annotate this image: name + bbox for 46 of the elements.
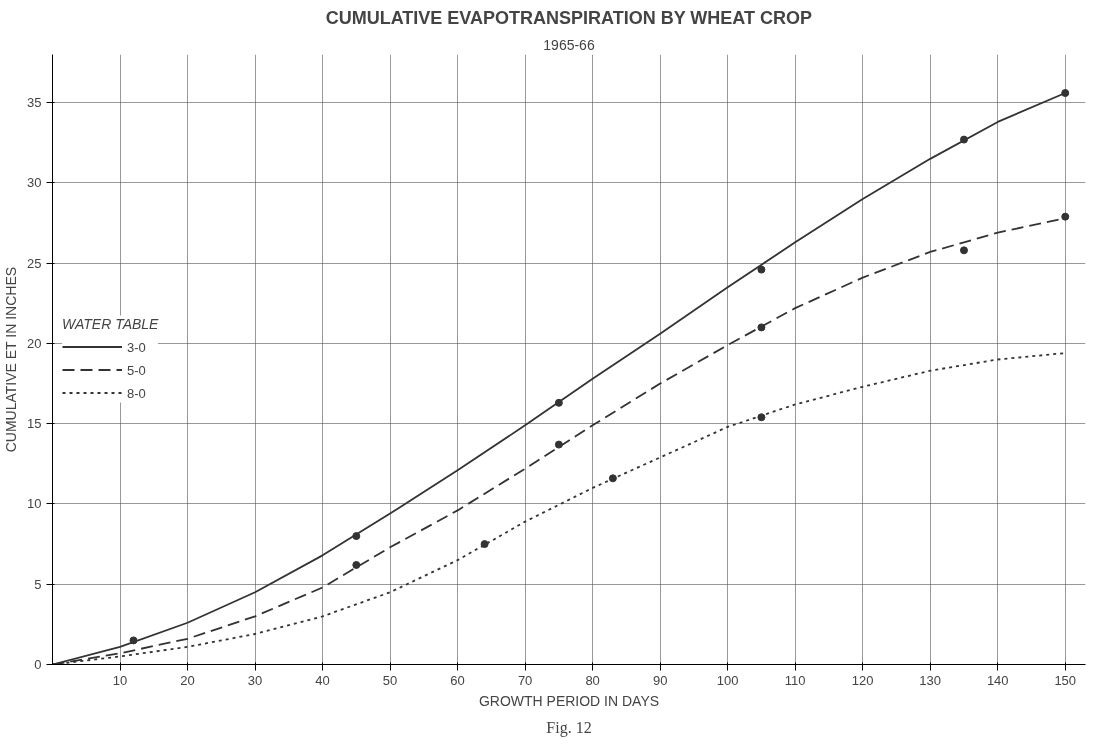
point — [554, 440, 563, 449]
point — [352, 560, 361, 569]
x-tick-label: 20 — [180, 672, 195, 688]
point — [757, 265, 766, 274]
point — [959, 135, 968, 144]
x-tick-label: 150 — [1054, 672, 1077, 688]
x-tick-label: 50 — [382, 672, 398, 688]
x-tick-label: 40 — [315, 672, 330, 688]
y-tick-label: 0 — [34, 657, 42, 672]
point — [554, 398, 563, 407]
y-tick-label: 35 — [27, 95, 42, 111]
y-tick-label: 20 — [27, 335, 42, 351]
point — [1061, 212, 1070, 221]
caption: Fig. 12 — [546, 718, 592, 737]
point — [608, 474, 617, 483]
point — [129, 636, 138, 645]
x-tick-label: 100 — [716, 672, 739, 688]
x-tick-label: 130 — [919, 672, 942, 688]
legend-label: 8-0 — [127, 385, 147, 400]
y-tick-label: 15 — [27, 416, 42, 432]
x-axis-title: GROWTH PERIOD IN DAYS — [478, 692, 660, 709]
x-tick-label: 30 — [247, 672, 263, 688]
legend-label: 3-0 — [127, 339, 147, 354]
x-tick-label: 70 — [517, 672, 533, 688]
x-tick-label: 110 — [784, 672, 806, 688]
point — [959, 246, 968, 255]
point — [480, 540, 489, 549]
y-axis-title: CUMULATIVE ET IN INCHES — [3, 266, 20, 453]
x-tick-label: 120 — [851, 672, 874, 688]
point — [757, 323, 766, 332]
x-tick-label: 10 — [112, 672, 128, 688]
chart-title: CUMULATIVE EVAPOTRANSPIRATION BY WHEAT CROP — [325, 7, 813, 28]
legend-title: WATER TABLE — [62, 315, 159, 332]
y-tick-label: 25 — [27, 255, 42, 271]
y-tick-label: 5 — [34, 576, 42, 592]
x-tick-label: 60 — [450, 672, 465, 688]
x-tick-label: 80 — [585, 672, 600, 688]
x-tick-label: 90 — [652, 672, 668, 688]
chart-subtitle: 1965-66 — [543, 36, 595, 53]
legend-label: 5-0 — [127, 362, 147, 377]
y-tick-label: 10 — [27, 496, 42, 512]
point — [1061, 89, 1070, 98]
point — [352, 532, 361, 541]
x-tick-label: 140 — [986, 672, 1009, 688]
y-tick-label: 30 — [27, 175, 42, 191]
point — [757, 413, 766, 422]
